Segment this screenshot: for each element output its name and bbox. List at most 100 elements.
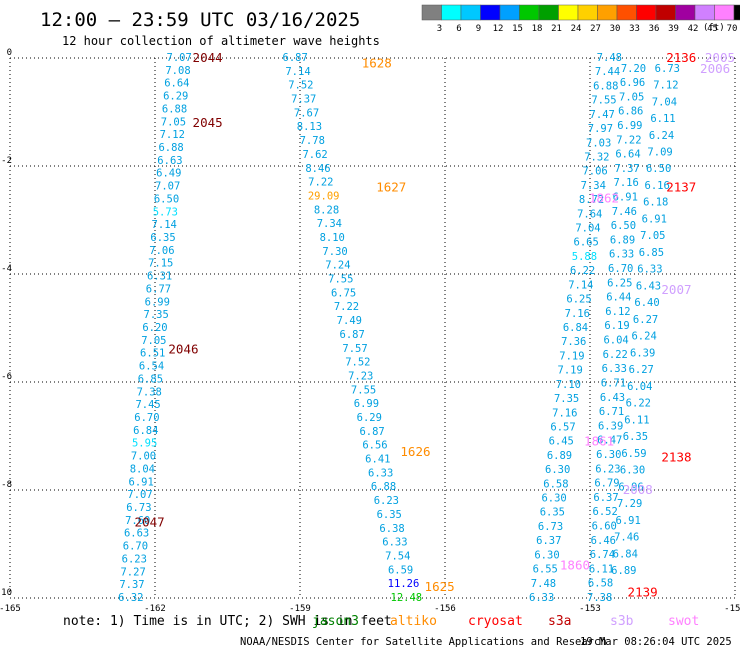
wave-height-value: 6.87 [359, 426, 384, 438]
wave-height-value: 7.48 [531, 578, 556, 590]
wave-height-value: 6.99 [145, 296, 170, 308]
wave-height-value: 6.54 [139, 361, 164, 373]
color-scale-label: 9 [476, 24, 481, 34]
color-scale-label: 15 [512, 24, 523, 34]
x-tick-label: -162 [144, 604, 166, 614]
wave-height-value: 7.06 [149, 245, 174, 257]
wave-height-value: 6.56 [362, 440, 387, 452]
wave-height-value: 5.73 [153, 206, 178, 218]
wave-height-value: 7.22 [308, 177, 333, 189]
wave-height-value: 6.37 [593, 492, 618, 504]
wave-height-value: 6.88 [162, 103, 187, 115]
wave-height-value: 6.96 [618, 481, 643, 493]
wave-height-value: 7.12 [653, 80, 678, 92]
wave-height-value: 7.35 [554, 393, 579, 405]
wave-height-value: 6.29 [357, 412, 382, 424]
wave-height-value: 6.30 [596, 449, 621, 461]
wave-height-value: 6.86 [618, 106, 643, 118]
wave-height-value: 6.70 [123, 541, 148, 553]
orbit-number-label: 1860 [560, 558, 590, 573]
wave-height-value: 6.32 [118, 592, 143, 604]
satellite-name-jason3: jason3 [312, 614, 359, 629]
wave-height-value: 6.79 [594, 478, 619, 490]
orbit-number-label: 2139 [628, 585, 658, 600]
wave-height-value: 6.11 [650, 113, 675, 125]
color-scale-bar: 3 6 9 12 15 18 21 24 27 30 33 36 39 42 45 70 [421, 4, 740, 34]
color-scale-label: 42 [688, 24, 699, 34]
wave-height-value: 7.23 [348, 370, 373, 382]
color-scale-label: 45 [707, 24, 718, 34]
x-tick-label: -159 [289, 604, 311, 614]
wave-height-value: 12.48 [391, 592, 423, 604]
color-swatch [499, 4, 520, 21]
wave-height-value: 6.11 [589, 563, 614, 575]
orbit-number-label: 1627 [376, 180, 406, 195]
wave-height-value: 6.84 [133, 425, 158, 437]
color-swatch [636, 4, 657, 21]
wave-height-value: 6.75 [331, 287, 356, 299]
orbit-number-label: 1628 [362, 55, 392, 70]
wave-height-value: 7.38 [587, 592, 612, 604]
color-swatch [733, 4, 740, 21]
color-swatch [714, 4, 735, 21]
wave-height-value: 6.22 [626, 398, 651, 410]
y-tick-label: -4 [1, 264, 12, 274]
color-scale-label: 30 [610, 24, 621, 34]
wave-height-value: 7.05 [141, 335, 166, 347]
wave-height-value: 6.33 [382, 537, 407, 549]
wave-height-value: 6.88 [593, 80, 618, 92]
wave-height-value: 7.19 [559, 350, 584, 362]
wave-height-value: 6.91 [613, 192, 638, 204]
wave-height-value: 7.16 [552, 407, 577, 419]
wave-height-value: 6.35 [377, 509, 402, 521]
x-tick-label: -153 [579, 604, 601, 614]
wave-height-value: 7.15 [148, 258, 173, 270]
wave-height-value: 8.04 [130, 463, 155, 475]
color-swatch [460, 4, 481, 21]
wave-height-value: 7.19 [558, 365, 583, 377]
wave-height-value: 6.47 [597, 435, 622, 447]
wave-height-value: 6.11 [624, 414, 649, 426]
wave-height-value: 6.99 [354, 398, 379, 410]
wave-height-value: 6.70 [134, 412, 159, 424]
wave-height-value: 8.10 [320, 232, 345, 244]
wave-height-value: 7.16 [565, 308, 590, 320]
wave-height-value: 6.77 [146, 283, 171, 295]
wave-height-value: 6.33 [609, 249, 634, 261]
wave-height-value: 6.64 [164, 78, 189, 90]
wave-height-value: 6.89 [611, 565, 636, 577]
wave-height-value: 7.05 [640, 230, 665, 242]
wave-height-value: 6.58 [543, 478, 568, 490]
wave-height-value: 6.63 [124, 528, 149, 540]
wave-height-value: 7.64 [577, 208, 602, 220]
chart-subtitle: 12 hour collection of altimeter wave hei… [62, 34, 380, 48]
wave-height-value: 6.20 [142, 322, 167, 334]
wave-height-value: 6.73 [655, 63, 680, 75]
y-tick-label: 0 [7, 48, 12, 58]
wave-height-value: 6.91 [129, 476, 154, 488]
wave-height-value: 6.88 [371, 481, 396, 493]
color-swatch [480, 4, 501, 21]
satellite-name-s3a: s3a [548, 614, 571, 629]
wave-height-value: 6.04 [603, 335, 628, 347]
orbit-number-label: 2047 [135, 514, 165, 529]
color-swatch [558, 4, 579, 21]
orbit-number-label: 1626 [400, 444, 430, 459]
x-tick-label: -150 [724, 604, 740, 614]
footer-credit: NOAA/NESDIS Center for Satellite Applica… [240, 636, 607, 648]
wave-height-value: 7.20 [621, 63, 646, 75]
wave-height-value: 7.22 [334, 301, 359, 313]
satellite-tracks: 7.077.086.646.296.887.057.126.886.636.49… [118, 52, 680, 604]
wave-height-value: 6.45 [549, 436, 574, 448]
wave-height-value: 6.60 [592, 520, 617, 532]
wave-height-value: 7.35 [144, 309, 169, 321]
wave-height-value: 7.46 [614, 532, 639, 544]
wave-height-value: 7.36 [561, 336, 586, 348]
wave-height-value: 6.59 [621, 448, 646, 460]
wave-height-value: 7.07 [155, 181, 180, 193]
plot-grid [9, 57, 736, 599]
wave-height-value: 6.85 [639, 247, 664, 259]
wave-height-value: 7.08 [165, 65, 190, 77]
wave-height-value: 7.04 [652, 96, 677, 108]
wave-height-value: 6.39 [630, 347, 655, 359]
